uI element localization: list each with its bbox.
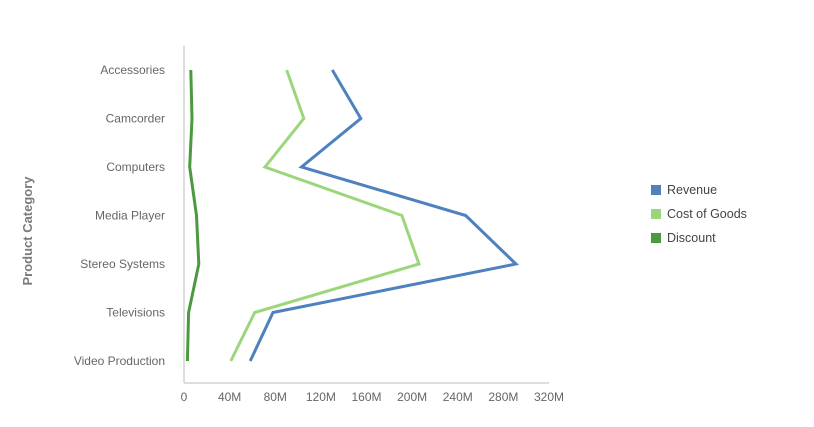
series-lines: [185, 69, 520, 362]
category-label: Media Player: [95, 209, 165, 223]
x-tick-label: 40M: [218, 390, 241, 404]
x-tick-label: 200M: [397, 390, 427, 404]
legend: Revenue Cost of Goods Discount: [651, 183, 747, 245]
legend-label: Revenue: [667, 183, 717, 197]
series-line: [185, 69, 201, 362]
x-tick-label: 0: [181, 390, 188, 404]
category-label: Televisions: [106, 306, 165, 320]
category-label: Accessories: [100, 63, 165, 77]
x-tick-label: 80M: [264, 390, 287, 404]
legend-label: Cost of Goods: [667, 207, 747, 221]
legend-label: Discount: [667, 231, 716, 245]
x-tick-label: 320M: [534, 390, 564, 404]
x-tick-label: 240M: [443, 390, 473, 404]
category-labels: Accessories Camcorder Computers Media Playe…: [74, 63, 165, 368]
x-tick-label: 120M: [306, 390, 336, 404]
y-axis-title: Product Category: [20, 176, 35, 286]
category-label: Computers: [106, 160, 165, 174]
category-label: Camcorder: [106, 112, 165, 126]
x-tick-label: 160M: [351, 390, 381, 404]
category-label: Stereo Systems: [80, 257, 165, 271]
series-line: [248, 69, 520, 362]
legend-swatch: [651, 209, 661, 219]
series-line: [229, 69, 421, 362]
x-tick-labels: 0 40M 80M 120M 160M 200M 240M 280M 320M: [181, 390, 564, 404]
legend-swatch: [651, 185, 661, 195]
legend-swatch: [651, 233, 661, 243]
axes: [183, 46, 549, 384]
category-label: Video Production: [74, 354, 165, 368]
x-tick-label: 280M: [488, 390, 518, 404]
